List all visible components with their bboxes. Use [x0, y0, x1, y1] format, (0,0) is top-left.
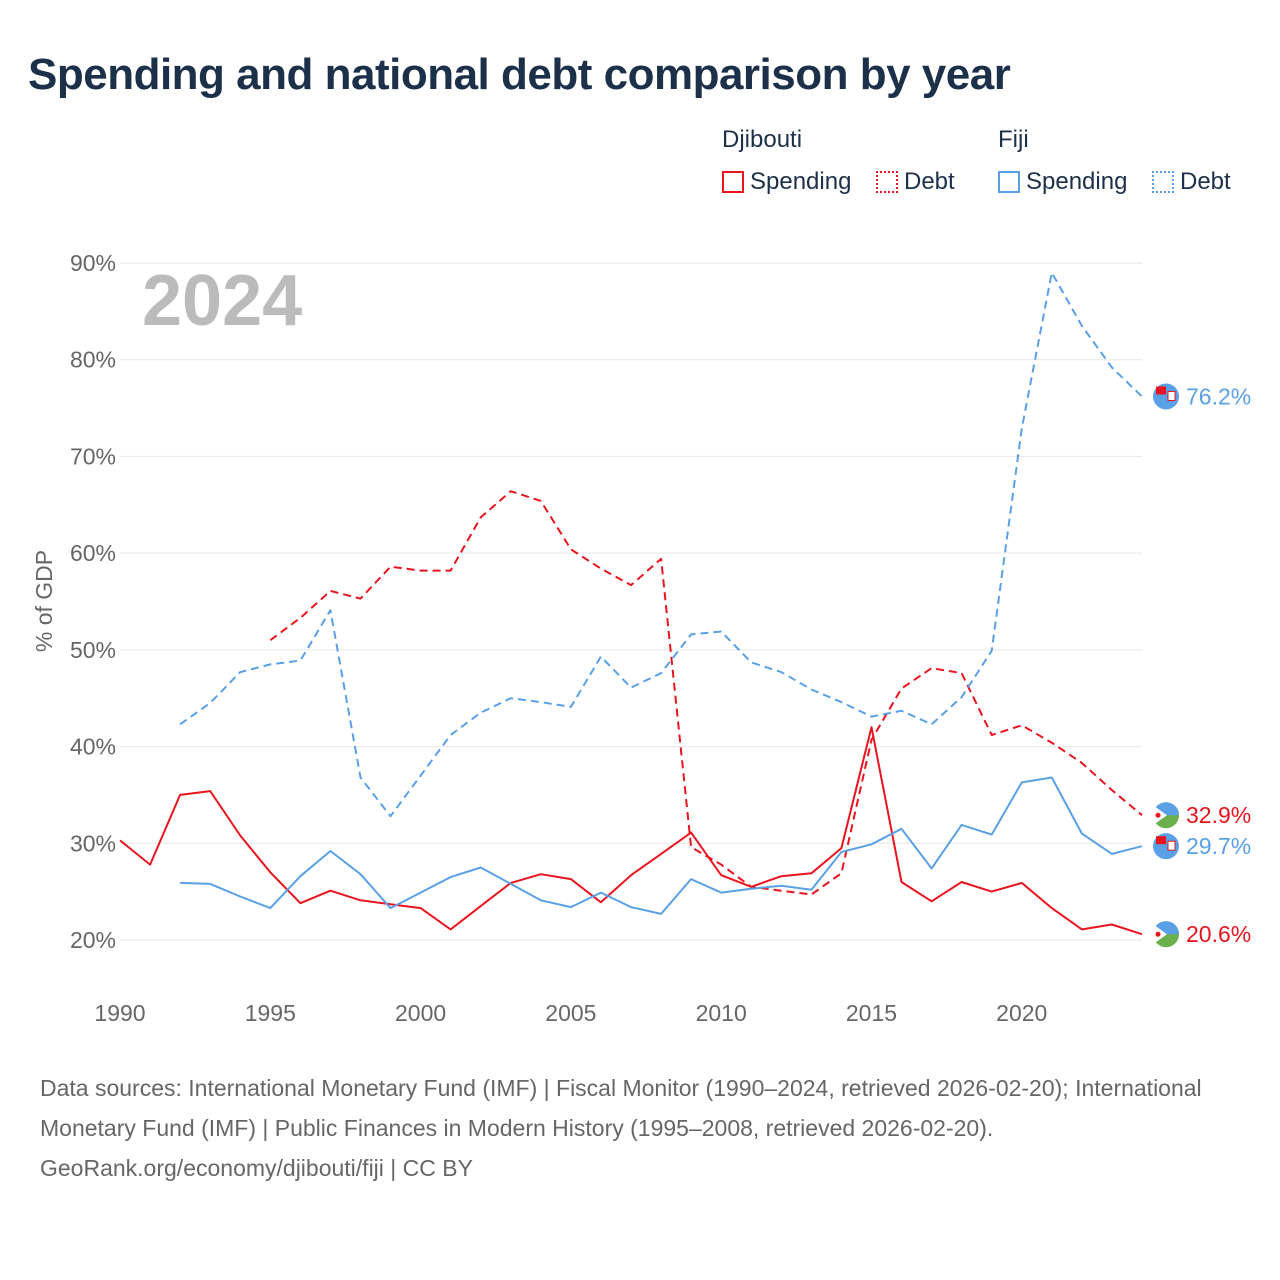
- legend-group-title: Fiji: [998, 126, 1029, 153]
- fiji-flag-shield: [1167, 390, 1176, 401]
- legend-swatch-solid: [722, 171, 744, 193]
- legend-item-label: Debt: [904, 168, 955, 195]
- series-line-fiji-spending: [180, 776, 1143, 915]
- legend-item-fiji-debt[interactable]: Debt: [1152, 168, 1231, 196]
- legend-item-label: Debt: [1180, 168, 1231, 195]
- end-value-label: 20.6%: [1186, 921, 1251, 947]
- y-tick-label: 50%: [70, 637, 116, 663]
- chart-footer: Data sources: International Monetary Fun…: [40, 1068, 1240, 1188]
- legend-item-djibouti-debt[interactable]: Debt: [876, 168, 955, 196]
- legend-item-djibouti-spending[interactable]: Spending: [722, 168, 851, 196]
- djibouti-flag-star: [1155, 931, 1161, 937]
- y-tick-label: 70%: [70, 443, 116, 469]
- data-sources-text: Data sources: International Monetary Fun…: [40, 1075, 1202, 1141]
- legend-item-fiji-spending[interactable]: Spending: [998, 168, 1127, 196]
- series-line-djibouti-spending: [119, 726, 1143, 936]
- x-tick-label: 2000: [395, 1000, 446, 1026]
- y-tick-label: 60%: [70, 540, 116, 566]
- y-tick-label: 80%: [70, 347, 116, 373]
- y-tick-label: 40%: [70, 734, 116, 760]
- x-tick-label: 1990: [94, 1000, 145, 1026]
- end-value-label: 32.9%: [1186, 802, 1251, 828]
- chart-title: Spending and national debt comparison by…: [28, 50, 1011, 99]
- y-tick-label: 90%: [70, 250, 116, 276]
- credit-text: GeoRank.org/economy/djibouti/fiji | CC B…: [40, 1155, 473, 1181]
- y-tick-label: 20%: [70, 927, 116, 953]
- y-axis-label: % of GDP: [31, 550, 57, 652]
- fiji-flag-shield: [1167, 840, 1176, 851]
- legend-swatch-solid: [998, 171, 1020, 193]
- end-value-label: 76.2%: [1186, 383, 1251, 409]
- x-tick-label: 1995: [245, 1000, 296, 1026]
- end-value-label: 29.7%: [1186, 833, 1251, 859]
- x-tick-label: 2015: [846, 1000, 897, 1026]
- legend-item-label: Spending: [1026, 168, 1128, 195]
- x-tick-label: 2020: [996, 1000, 1047, 1026]
- fiji-flag-union: [1156, 386, 1166, 395]
- legend-swatch-dotted: [1152, 171, 1174, 193]
- x-tick-label: 2010: [696, 1000, 747, 1026]
- djibouti-flag-star: [1155, 812, 1161, 818]
- fiji-flag-union: [1156, 836, 1166, 845]
- line-chart: 20% 30% 40% 50% 60% 70% 80% 90% 1990 1995 2000 2005…: [31, 250, 1251, 1026]
- year-watermark: 2024: [142, 261, 302, 341]
- series-line-djibouti-debt: [269, 490, 1143, 896]
- x-tick-label: 2005: [545, 1000, 596, 1026]
- legend-group-title: Djibouti: [722, 126, 803, 153]
- legend-swatch-dotted: [876, 171, 898, 193]
- series-line-fiji-debt: [179, 271, 1143, 818]
- legend-item-label: Spending: [750, 168, 852, 195]
- y-tick-label: 30%: [70, 830, 116, 856]
